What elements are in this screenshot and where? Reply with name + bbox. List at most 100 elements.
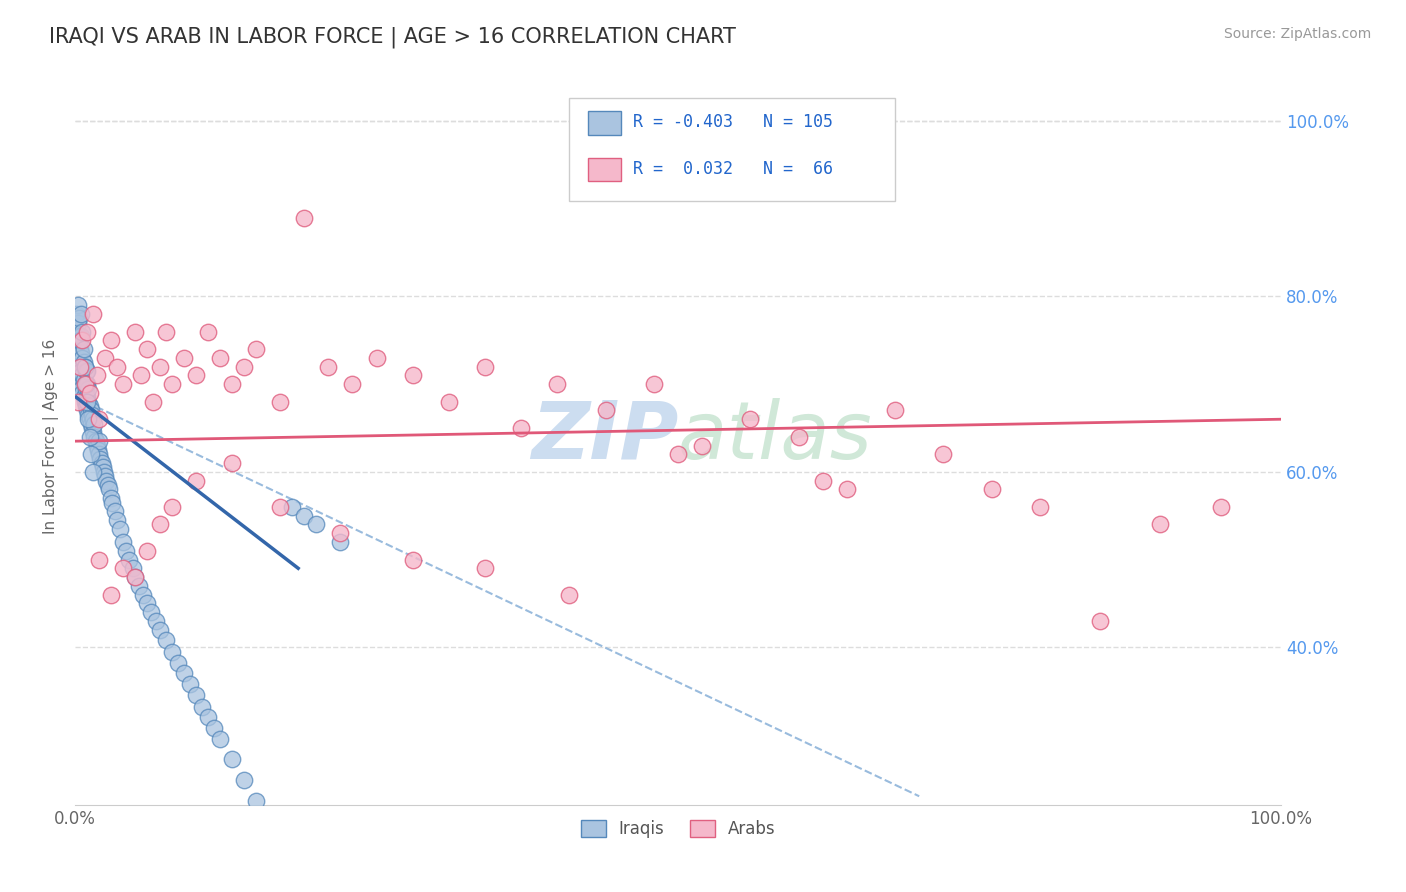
- Point: [437, 394, 460, 409]
- Point: [76, 325, 98, 339]
- Point: [72, 355, 94, 369]
- Point: [474, 359, 496, 374]
- Point: [546, 377, 568, 392]
- Point: [82, 412, 104, 426]
- Point: [1209, 500, 1232, 514]
- Point: [82, 307, 104, 321]
- Point: [73, 394, 96, 409]
- Point: [66, 359, 89, 374]
- Point: [70, 307, 93, 321]
- Text: ZIP: ZIP: [530, 398, 678, 475]
- Point: [94, 469, 117, 483]
- Point: [148, 517, 170, 532]
- Point: [69, 334, 91, 348]
- Point: [197, 710, 219, 724]
- Point: [980, 483, 1002, 497]
- Point: [787, 430, 810, 444]
- Point: [86, 438, 108, 452]
- Point: [124, 570, 146, 584]
- Point: [89, 451, 111, 466]
- Point: [122, 561, 145, 575]
- Point: [83, 430, 105, 444]
- Point: [66, 316, 89, 330]
- Point: [114, 543, 136, 558]
- Point: [100, 334, 122, 348]
- Point: [70, 346, 93, 360]
- Point: [269, 394, 291, 409]
- Point: [67, 346, 90, 360]
- Point: [89, 434, 111, 449]
- Point: [329, 526, 352, 541]
- Point: [93, 465, 115, 479]
- Point: [269, 500, 291, 514]
- Point: [65, 307, 87, 321]
- Point: [77, 408, 100, 422]
- Point: [82, 465, 104, 479]
- Point: [79, 430, 101, 444]
- Point: [84, 434, 107, 449]
- Point: [136, 543, 159, 558]
- Point: [811, 474, 834, 488]
- Point: [148, 623, 170, 637]
- Point: [69, 359, 91, 374]
- Point: [108, 522, 131, 536]
- Point: [1088, 614, 1111, 628]
- Point: [292, 508, 315, 523]
- Point: [73, 359, 96, 374]
- Point: [232, 773, 254, 788]
- Point: [232, 359, 254, 374]
- Point: [835, 483, 858, 497]
- Point: [70, 364, 93, 378]
- Point: [65, 351, 87, 365]
- Point: [69, 342, 91, 356]
- Point: [131, 588, 153, 602]
- Point: [221, 377, 243, 392]
- Point: [66, 298, 89, 312]
- Text: Source: ZipAtlas.com: Source: ZipAtlas.com: [1223, 27, 1371, 41]
- Point: [76, 377, 98, 392]
- Point: [292, 211, 315, 225]
- Point: [67, 329, 90, 343]
- Point: [884, 403, 907, 417]
- Point: [221, 752, 243, 766]
- Point: [76, 364, 98, 378]
- Point: [221, 456, 243, 470]
- Point: [643, 377, 665, 392]
- Point: [197, 325, 219, 339]
- Point: [305, 517, 328, 532]
- Point: [75, 382, 97, 396]
- Point: [124, 325, 146, 339]
- Point: [184, 368, 207, 383]
- Point: [281, 500, 304, 514]
- Point: [257, 811, 280, 825]
- Point: [245, 794, 267, 808]
- Y-axis label: In Labor Force | Age > 16: In Labor Force | Age > 16: [44, 339, 59, 534]
- Point: [932, 447, 955, 461]
- Point: [94, 351, 117, 365]
- FancyBboxPatch shape: [569, 98, 896, 201]
- Point: [72, 368, 94, 383]
- Point: [83, 417, 105, 431]
- Point: [245, 342, 267, 356]
- Point: [155, 633, 177, 648]
- Point: [1029, 500, 1052, 514]
- Point: [124, 570, 146, 584]
- Point: [595, 403, 617, 417]
- Legend: Iraqis, Arabs: Iraqis, Arabs: [574, 813, 782, 845]
- Point: [139, 605, 162, 619]
- Point: [97, 478, 120, 492]
- Point: [72, 342, 94, 356]
- Point: [202, 721, 225, 735]
- Point: [90, 456, 112, 470]
- Point: [510, 421, 533, 435]
- Point: [318, 359, 340, 374]
- Point: [666, 447, 689, 461]
- Point: [72, 390, 94, 404]
- Point: [474, 561, 496, 575]
- Point: [75, 399, 97, 413]
- Text: IRAQI VS ARAB IN LABOR FORCE | AGE > 16 CORRELATION CHART: IRAQI VS ARAB IN LABOR FORCE | AGE > 16 …: [49, 27, 737, 48]
- Point: [402, 552, 425, 566]
- Point: [101, 495, 124, 509]
- Point: [148, 359, 170, 374]
- Point: [66, 337, 89, 351]
